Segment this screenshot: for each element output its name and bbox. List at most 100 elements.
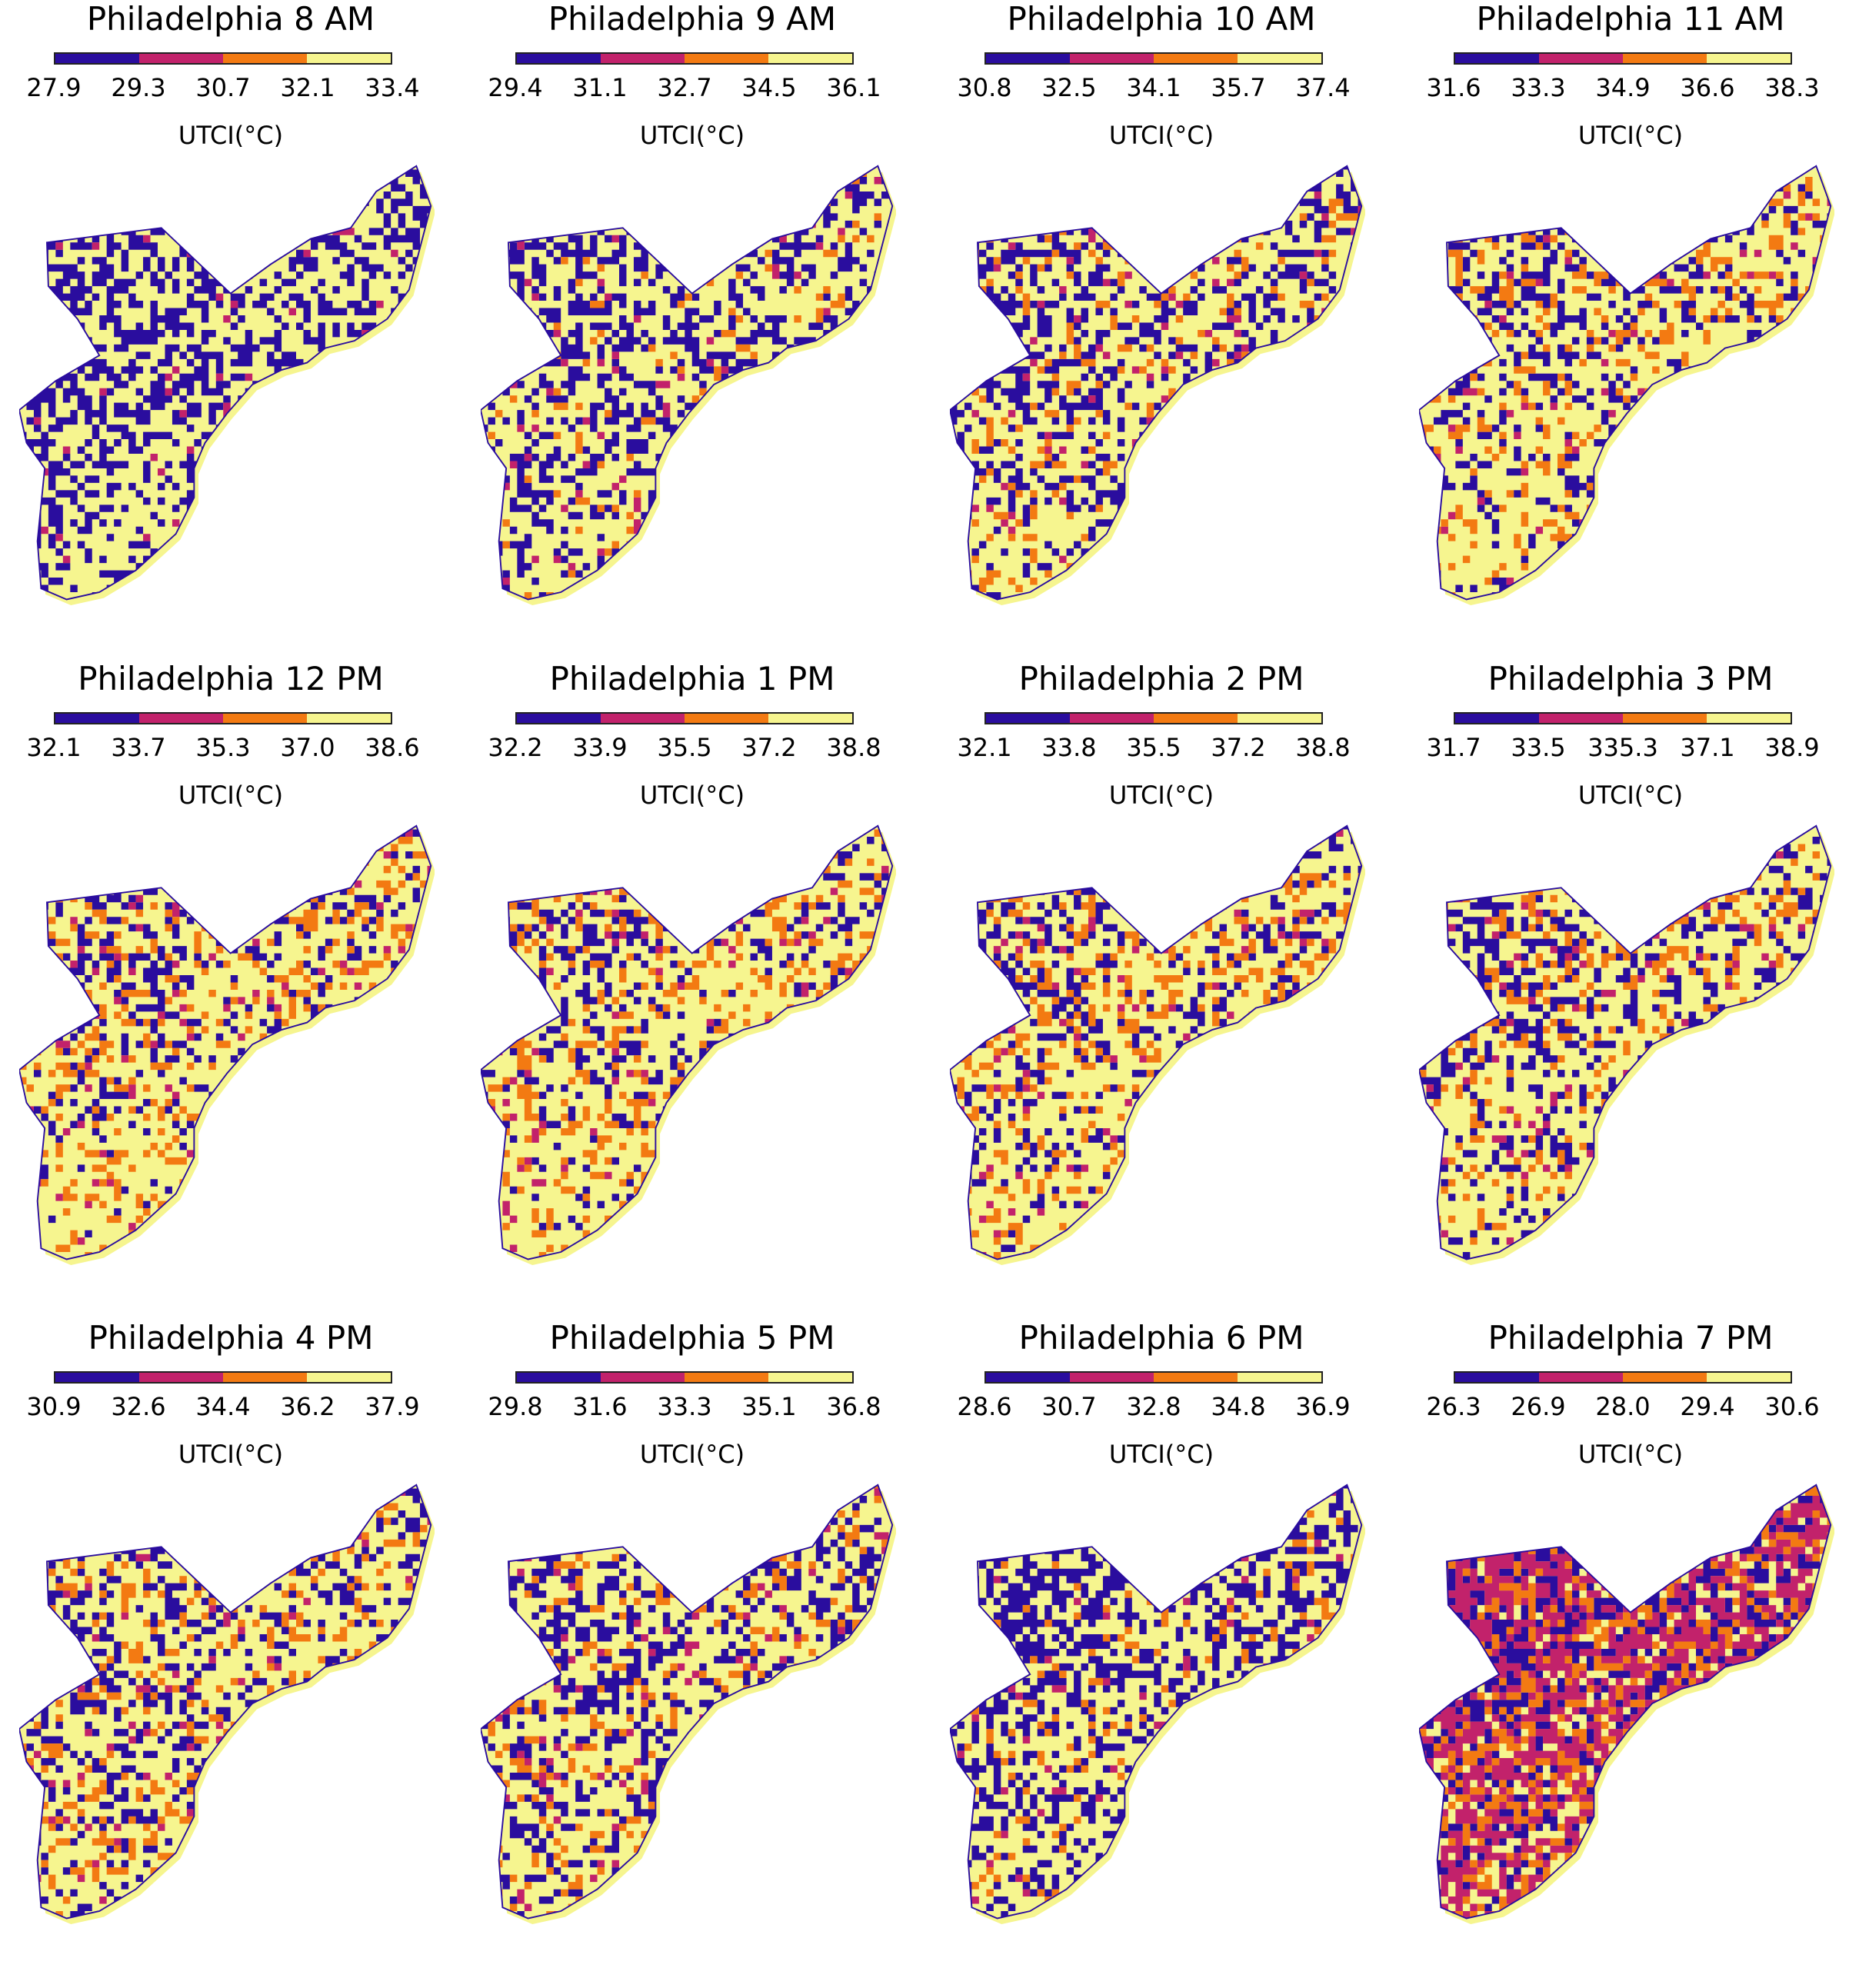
colorbar-tick-label: 32.7 <box>657 73 712 102</box>
colorbar-tick-label: 30.6 <box>1764 1392 1820 1421</box>
panel-title: Philadelphia 3 PM <box>1488 660 1774 698</box>
colorbar-tick-label: 35.5 <box>657 733 712 762</box>
city-boundary <box>950 1484 1363 1920</box>
colorbar-segment <box>1539 714 1623 723</box>
colorbar <box>984 1371 1323 1384</box>
utci-class-cells <box>1419 825 1831 1260</box>
colorbar-unit-label: UTCI(°C) <box>178 121 284 150</box>
colorbar-segment <box>1154 54 1238 63</box>
city-boundary <box>1419 824 1832 1260</box>
colorbar-unit-label: UTCI(°C) <box>639 781 745 810</box>
map-panel: Philadelphia 4 PM 30.9 32.6 34.4 36.2 37.9 UTC… <box>0 1319 461 1988</box>
colorbar-unit-label: UTCI(°C) <box>1108 121 1214 150</box>
colorbar-segment <box>601 714 685 723</box>
colorbar-tick-label: 31.6 <box>1426 73 1481 102</box>
colorbar-tick-label: 30.9 <box>26 1392 82 1421</box>
colorbar-tick-label: 38.8 <box>826 733 881 762</box>
panel-title: Philadelphia 6 PM <box>1018 1319 1304 1357</box>
utci-raster <box>19 165 431 600</box>
colorbar-tick-label: 37.4 <box>1295 73 1351 102</box>
philadelphia-utci-map <box>19 814 435 1275</box>
colorbar-tick-label: 37.2 <box>1211 733 1266 762</box>
colorbar-tick-label: 33.3 <box>1511 73 1566 102</box>
panel-title: Philadelphia 5 PM <box>549 1319 835 1357</box>
colorbar-unit-label: UTCI(°C) <box>1108 781 1214 810</box>
utci-raster <box>19 825 431 1260</box>
utci-class-cells <box>19 1484 431 1919</box>
colorbar-ticks: 28.6 30.7 32.8 34.8 36.9 <box>931 1391 1392 1422</box>
map-panel: Philadelphia 12 PM 32.1 33.7 35.3 37.0 38.6 UT… <box>0 660 461 1329</box>
colorbar-segment <box>601 54 685 63</box>
colorbar <box>515 1371 854 1384</box>
colorbar-segment <box>601 1373 685 1382</box>
colorbar-segment <box>139 54 223 63</box>
city-boundary <box>950 824 1363 1260</box>
colorbar-segment <box>1238 54 1321 63</box>
panel-title: Philadelphia 11 AM <box>1476 0 1785 38</box>
colorbar-tick-label: 29.4 <box>488 73 543 102</box>
colorbar <box>1454 712 1792 724</box>
utci-raster <box>481 1484 893 1919</box>
colorbar <box>515 52 854 65</box>
utci-class-cells <box>481 165 893 600</box>
city-boundary <box>950 165 1363 601</box>
colorbar-tick-label: 34.1 <box>1126 73 1181 102</box>
panel-title: Philadelphia 4 PM <box>88 1319 374 1357</box>
utci-raster <box>1419 1484 1831 1919</box>
colorbar-tick-label: 35.5 <box>1126 733 1181 762</box>
colorbar-tick-label: 32.5 <box>1041 73 1097 102</box>
colorbar-segment <box>685 54 768 63</box>
map-panel: Philadelphia 7 PM 26.3 26.9 28.0 29.4 30.6 UTC… <box>1400 1319 1859 1988</box>
panel-title: Philadelphia 12 PM <box>78 660 384 698</box>
colorbar-tick-label: 28.6 <box>957 1392 1012 1421</box>
city-boundary <box>1419 165 1832 601</box>
philadelphia-utci-map <box>950 1473 1365 1934</box>
map-panel: Philadelphia 10 AM 30.8 32.5 34.1 35.7 37.4 UT… <box>931 0 1392 669</box>
colorbar-tick-label: 34.9 <box>1595 73 1651 102</box>
colorbar-tick-label: 35.1 <box>741 1392 797 1421</box>
philadelphia-utci-map <box>1419 814 1834 1275</box>
colorbar-segment <box>1154 1373 1238 1382</box>
utci-class-cells <box>950 825 1362 1260</box>
colorbar-tick-label: 29.8 <box>488 1392 543 1421</box>
colorbar-ticks: 32.1 33.8 35.5 37.2 38.8 <box>931 732 1392 763</box>
colorbar-unit-label: UTCI(°C) <box>1577 1440 1684 1469</box>
colorbar-segment <box>55 54 139 63</box>
colorbar-segment <box>517 1373 601 1382</box>
panel-title: Philadelphia 2 PM <box>1018 660 1304 698</box>
city-boundary <box>481 1484 894 1920</box>
utci-class-cells <box>950 165 1362 600</box>
colorbar-unit-label: UTCI(°C) <box>1108 1440 1214 1469</box>
colorbar-ticks: 30.8 32.5 34.1 35.7 37.4 <box>931 72 1392 103</box>
colorbar-segment <box>55 714 139 723</box>
colorbar-segment <box>1707 1373 1791 1382</box>
colorbar-tick-label: 33.5 <box>1511 733 1566 762</box>
colorbar-ticks: 26.3 26.9 28.0 29.4 30.6 <box>1400 1391 1859 1422</box>
colorbar-segment <box>307 714 391 723</box>
colorbar-segment <box>1623 714 1707 723</box>
utci-raster <box>950 1484 1362 1919</box>
colorbar-tick-label: 32.2 <box>488 733 543 762</box>
colorbar-tick-label: 30.7 <box>195 73 251 102</box>
colorbar-segment <box>307 54 391 63</box>
colorbar-tick-label: 26.9 <box>1511 1392 1566 1421</box>
colorbar-segment <box>1623 54 1707 63</box>
colorbar-ticks: 31.7 33.5 335.3 37.1 38.9 <box>1400 732 1859 763</box>
colorbar-segment <box>517 54 601 63</box>
colorbar-tick-label: 34.4 <box>195 1392 251 1421</box>
panel-title: Philadelphia 7 PM <box>1488 1319 1774 1357</box>
colorbar-unit-label: UTCI(°C) <box>639 1440 745 1469</box>
map-panel: Philadelphia 3 PM 31.7 33.5 335.3 37.1 38.9 UT… <box>1400 660 1859 1329</box>
colorbar-tick-label: 37.9 <box>365 1392 420 1421</box>
philadelphia-utci-map <box>19 1473 435 1934</box>
philadelphia-utci-map <box>1419 1473 1834 1934</box>
colorbar-segment <box>517 714 601 723</box>
colorbar-tick-label: 33.7 <box>111 733 166 762</box>
colorbar-tick-label: 37.1 <box>1680 733 1735 762</box>
colorbar-tick-label: 36.8 <box>826 1392 881 1421</box>
utci-class-cells <box>1419 1484 1831 1919</box>
colorbar-segment <box>1154 714 1238 723</box>
city-boundary <box>19 165 432 601</box>
colorbar-tick-label: 35.3 <box>195 733 251 762</box>
colorbar-tick-label: 33.4 <box>365 73 420 102</box>
